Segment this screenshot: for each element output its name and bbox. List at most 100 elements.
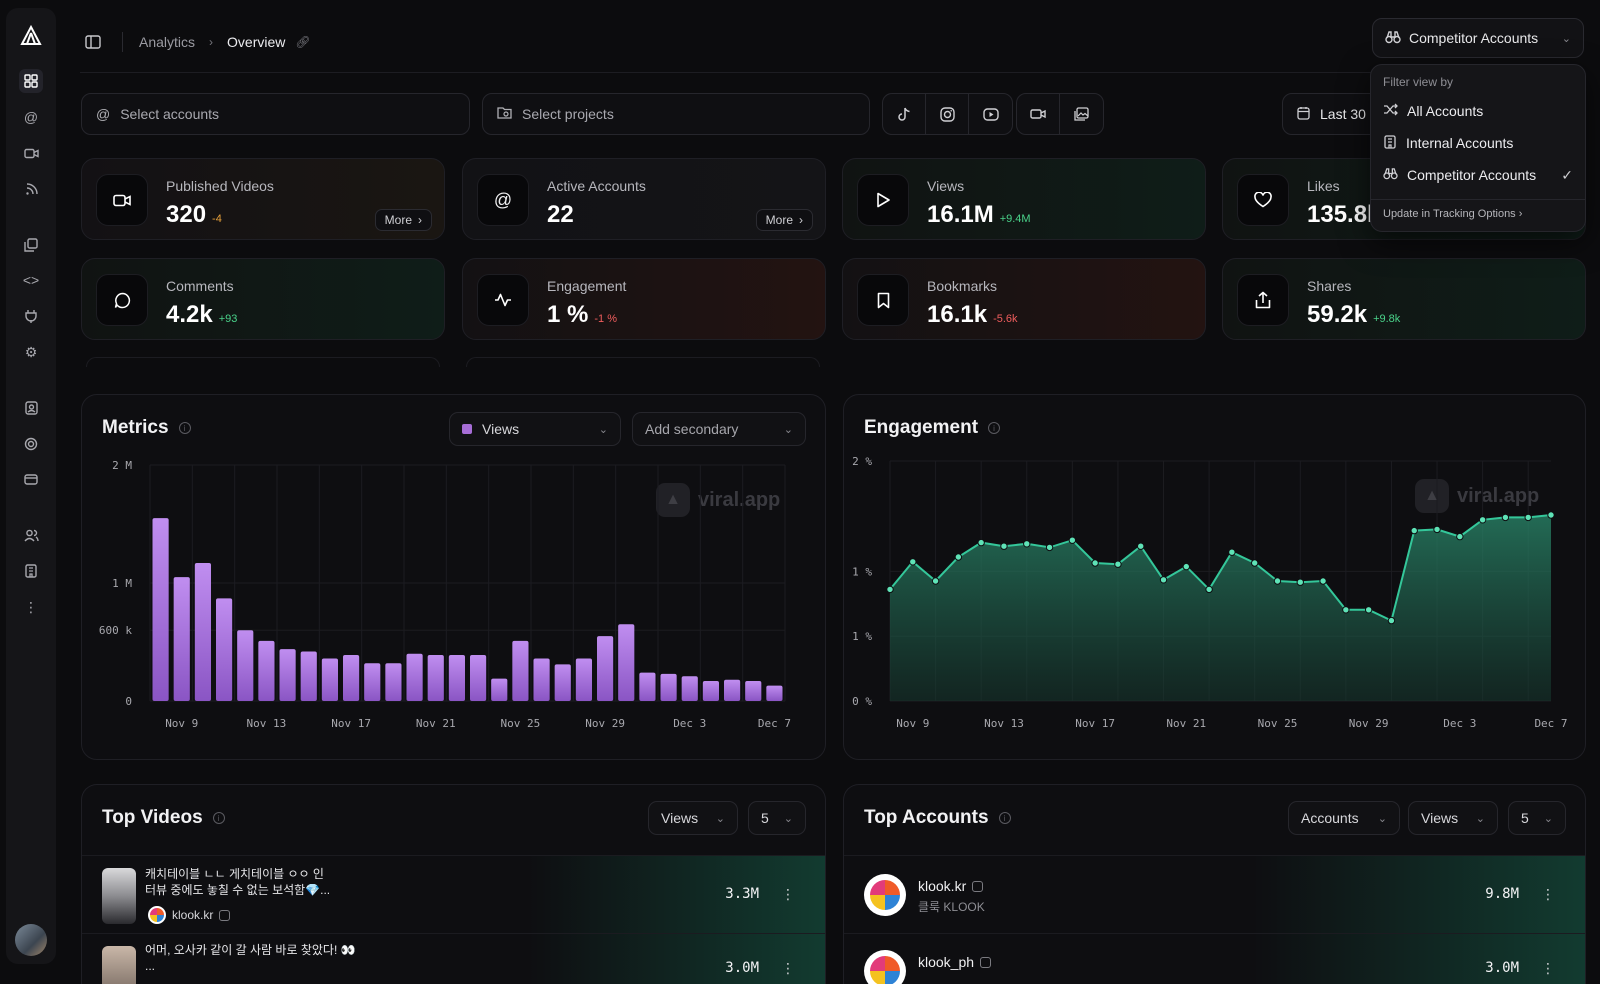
option-internal-accounts[interactable]: Internal Accounts bbox=[1383, 130, 1573, 156]
youtube-icon[interactable] bbox=[969, 94, 1012, 134]
option-all-accounts[interactable]: All Accounts bbox=[1383, 98, 1573, 124]
top-videos-panel: Top Videos i Views ⌄ 5 ⌄ 캐치테이블 ㄴㄴ 게치테이블 ㅇㅇ … bbox=[81, 784, 826, 984]
bar bbox=[575, 658, 592, 701]
stat-label: Active Accounts bbox=[547, 178, 646, 194]
video-icon[interactable] bbox=[1017, 94, 1060, 134]
account-avatar bbox=[864, 950, 906, 984]
info-icon[interactable]: i bbox=[998, 812, 1011, 824]
target-icon[interactable] bbox=[19, 432, 43, 456]
chevron-right-icon: › bbox=[209, 35, 214, 49]
more-vertical-icon[interactable]: ⋮ bbox=[24, 598, 38, 615]
stat-value: 1 % bbox=[547, 301, 589, 328]
sidebar-toggle-icon[interactable] bbox=[80, 29, 106, 55]
primary-metric-label: Views bbox=[482, 421, 520, 437]
at-sign-icon[interactable]: @ bbox=[23, 109, 39, 125]
video-row[interactable]: 캐치테이블 ㄴㄴ 게치테이블 ㅇㅇ 인 터뷰 중에도 놓칠 수 없는 보석함💎..… bbox=[82, 855, 825, 933]
y-tick-label: 0 bbox=[125, 695, 132, 708]
top-accounts-type-select[interactable]: Accounts ⌄ bbox=[1288, 801, 1400, 835]
more-button[interactable]: More › bbox=[755, 209, 813, 231]
metrics-panel: Metrics i Views ⌄ Add secondary ⌄ ▲ viral.… bbox=[81, 394, 826, 760]
option-competitor-accounts[interactable]: Competitor Accounts ✓ bbox=[1383, 162, 1573, 188]
y-tick-label: 2 M bbox=[112, 459, 132, 472]
more-vertical-icon[interactable]: ⋮ bbox=[781, 886, 795, 902]
account-name: klook.kr bbox=[918, 878, 967, 894]
select-accounts-input[interactable]: @ Select accounts bbox=[81, 93, 470, 135]
account-row[interactable]: klook_ph 3.0M ⋮ bbox=[844, 933, 1585, 984]
secondary-metric-select[interactable]: Add secondary ⌄ bbox=[632, 412, 806, 446]
bar bbox=[681, 676, 698, 701]
chevron-down-icon: ⌄ bbox=[598, 423, 608, 436]
account-filter-button[interactable]: Competitor Accounts ⌄ bbox=[1372, 18, 1584, 58]
code-icon[interactable]: <> bbox=[22, 272, 40, 288]
plug-icon[interactable] bbox=[19, 304, 43, 328]
stat-label: Bookmarks bbox=[927, 278, 998, 294]
instagram-icon[interactable] bbox=[926, 94, 969, 134]
bar bbox=[533, 658, 550, 701]
dashboard-icon[interactable] bbox=[19, 69, 43, 93]
stat-value: 16.1k bbox=[927, 301, 988, 328]
account-avatar bbox=[864, 874, 906, 916]
date-range-label: Last 30 bbox=[1320, 106, 1366, 122]
info-icon[interactable]: i bbox=[178, 422, 191, 434]
date-range-button[interactable]: Last 30 bbox=[1282, 93, 1382, 135]
tracking-options-link[interactable]: Update in Tracking Options › bbox=[1383, 208, 1523, 220]
user-avatar[interactable] bbox=[15, 924, 47, 956]
data-point bbox=[1091, 559, 1099, 567]
building-icon[interactable] bbox=[19, 559, 43, 583]
select-projects-placeholder: Select projects bbox=[522, 106, 614, 122]
stat-card-engagement: Engagement 1 % -1 % bbox=[462, 258, 826, 340]
data-point bbox=[1250, 559, 1259, 567]
more-button[interactable]: More › bbox=[374, 209, 432, 231]
top-accounts-count-select[interactable]: 5 ⌄ bbox=[1508, 801, 1566, 835]
top-accounts-sort-select[interactable]: Views ⌄ bbox=[1408, 801, 1498, 835]
series-color-swatch bbox=[462, 424, 472, 434]
collections-icon[interactable] bbox=[19, 233, 43, 257]
top-videos-count-select[interactable]: 5 ⌄ bbox=[748, 801, 806, 835]
primary-metric-select[interactable]: Views ⌄ bbox=[449, 412, 621, 446]
video-account-name: klook.kr bbox=[172, 908, 214, 922]
top-videos-sort-select[interactable]: Views ⌄ bbox=[648, 801, 738, 835]
data-point bbox=[1524, 513, 1532, 522]
more-vertical-icon[interactable]: ⋮ bbox=[781, 960, 795, 976]
share-icon bbox=[1237, 274, 1289, 326]
info-icon[interactable]: i bbox=[988, 422, 1001, 434]
x-tick-label: Dec 7 bbox=[1534, 717, 1567, 730]
video-camera-icon[interactable] bbox=[19, 141, 43, 165]
contact-card-icon[interactable] bbox=[19, 396, 43, 420]
data-point bbox=[1114, 560, 1122, 568]
info-icon[interactable]: i bbox=[212, 812, 225, 824]
instagram-icon bbox=[219, 909, 231, 921]
stat-label: Engagement bbox=[547, 278, 627, 294]
app-logo-icon[interactable] bbox=[17, 22, 45, 50]
more-vertical-icon[interactable]: ⋮ bbox=[1541, 886, 1555, 902]
x-tick-label: Nov 25 bbox=[1258, 717, 1298, 730]
video-thumbnail bbox=[102, 868, 136, 924]
wallet-icon[interactable] bbox=[19, 467, 43, 491]
stat-label: Published Videos bbox=[166, 178, 274, 194]
rss-icon[interactable] bbox=[19, 177, 43, 201]
users-icon[interactable] bbox=[19, 523, 43, 547]
chevron-down-icon: ⌄ bbox=[783, 812, 793, 825]
option-label: Internal Accounts bbox=[1406, 135, 1514, 151]
more-vertical-icon[interactable]: ⋮ bbox=[1541, 960, 1555, 976]
y-tick-label: 600 k bbox=[99, 624, 132, 637]
bar bbox=[258, 640, 275, 701]
video-row[interactable]: 어머, 오사카 같이 갈 사람 바로 찾았다! 👀... 3.0M ⋮ bbox=[82, 933, 825, 984]
video-account[interactable]: klook.kr bbox=[148, 906, 231, 924]
watermark-logo-icon: ▲ bbox=[1415, 479, 1449, 513]
stat-value-row: 4.2k +93 bbox=[166, 301, 237, 329]
breadcrumb-parent[interactable]: Analytics bbox=[139, 34, 196, 50]
account-row[interactable]: klook.kr 클룩 KLOOK 9.8M ⋮ bbox=[844, 855, 1585, 933]
x-tick-label: Nov 9 bbox=[165, 717, 198, 730]
select-projects-input[interactable]: Select projects bbox=[482, 93, 870, 135]
tiktok-icon[interactable] bbox=[883, 94, 926, 134]
link-icon[interactable]: 🔗︎ bbox=[295, 35, 311, 49]
data-point bbox=[1410, 526, 1418, 535]
data-point bbox=[1273, 577, 1282, 585]
image-icon[interactable] bbox=[1060, 94, 1103, 134]
settings-gear-icon[interactable]: ⚙ bbox=[24, 343, 38, 360]
x-tick-label: Nov 21 bbox=[1166, 717, 1206, 730]
x-tick-label: Dec 3 bbox=[673, 717, 706, 730]
data-point bbox=[1296, 578, 1304, 586]
klook-logo-icon bbox=[870, 880, 900, 910]
